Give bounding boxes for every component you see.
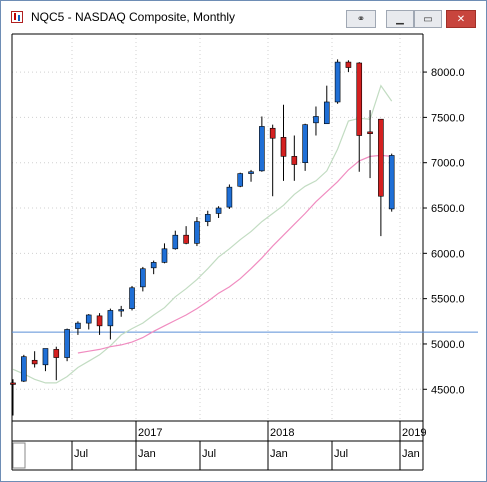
candle-body[interactable] <box>53 349 60 358</box>
y-tick-label: 5500.0 <box>431 294 465 306</box>
candle-body[interactable] <box>75 322 81 329</box>
candle-body[interactable] <box>31 359 38 365</box>
moving-average-short-line <box>12 84 393 384</box>
candle-body[interactable] <box>64 329 70 358</box>
minimize-button[interactable]: ▁ <box>386 10 414 28</box>
link-button[interactable]: ⚭ <box>346 10 376 28</box>
candle-body[interactable] <box>323 101 330 125</box>
moving-average-long-line <box>77 154 392 354</box>
candle-body[interactable] <box>161 248 168 263</box>
candle-body[interactable] <box>183 234 189 244</box>
candle-body[interactable] <box>226 186 233 208</box>
candle-body[interactable] <box>42 348 49 366</box>
y-tick-label: 8000.0 <box>431 67 465 79</box>
candle-body[interactable] <box>259 126 265 172</box>
x-month-label: Jan <box>138 448 156 460</box>
close-button[interactable]: ✕ <box>446 10 476 28</box>
candle-body[interactable] <box>150 262 157 269</box>
y-tick-label: 5000.0 <box>431 339 465 351</box>
chart-app-icon <box>11 11 23 23</box>
candle-body[interactable] <box>118 309 124 312</box>
candle-body[interactable] <box>388 155 395 210</box>
x-month-label: Jan <box>402 448 420 460</box>
candle-body[interactable] <box>334 61 341 103</box>
candle-body[interactable] <box>378 118 384 197</box>
x-month-label: Jan <box>270 448 288 460</box>
title-bar[interactable]: NQC5 - NASDAQ Composite, Monthly ⚭ ▁ ▭ ✕ <box>1 1 486 31</box>
time-scroll-handle[interactable] <box>12 442 26 469</box>
minimize-icon: ▁ <box>396 13 404 25</box>
candle-body[interactable] <box>313 116 319 124</box>
candle-body[interactable] <box>96 315 103 327</box>
y-tick-label: 4500.0 <box>431 384 465 396</box>
x-year-label: 2019 <box>402 427 426 439</box>
link-icon: ⚭ <box>356 13 366 25</box>
y-tick-label: 6500.0 <box>431 203 465 215</box>
y-tick-label: 7000.0 <box>431 158 465 170</box>
y-tick-label: 6000.0 <box>431 248 465 260</box>
maximize-icon: ▭ <box>423 13 433 25</box>
candle-body[interactable] <box>345 61 352 68</box>
candle-body[interactable] <box>215 207 222 214</box>
candle-body[interactable] <box>85 314 92 324</box>
candle-body[interactable] <box>302 124 308 163</box>
candle-body[interactable] <box>291 156 298 165</box>
candle-body[interactable] <box>269 127 276 139</box>
y-tick-label: 7500.0 <box>431 112 465 124</box>
candlestick-chart[interactable]: 4500.0 5000.0 5500.0 6000.0 6500.0 7000.0 7500… <box>10 32 480 474</box>
candle-body[interactable] <box>237 173 244 187</box>
x-year-label: 2018 <box>270 427 294 439</box>
candle-body[interactable] <box>280 137 287 157</box>
candle-body[interactable] <box>172 234 179 250</box>
candle-body[interactable] <box>204 214 211 222</box>
candle-body[interactable] <box>107 310 114 327</box>
close-icon: ✕ <box>456 13 466 25</box>
candle-body[interactable] <box>10 382 16 385</box>
candle-body[interactable] <box>140 268 146 288</box>
plot-background <box>12 34 423 470</box>
candle-body[interactable] <box>367 131 373 134</box>
x-month-label: Jul <box>202 448 216 460</box>
candle-body[interactable] <box>194 221 200 244</box>
x-month-label: Jul <box>74 448 88 460</box>
candle-body[interactable] <box>129 287 135 309</box>
x-year-label: 2017 <box>138 427 162 439</box>
chart-area[interactable]: 4500.0 5000.0 5500.0 6000.0 6500.0 7000.0 7500… <box>10 32 480 474</box>
maximize-button[interactable]: ▭ <box>414 10 442 28</box>
x-month-label: Jul <box>334 448 348 460</box>
candle-body[interactable] <box>356 62 363 136</box>
candle-body[interactable] <box>248 171 254 174</box>
candle-body[interactable] <box>21 356 27 382</box>
window-title: NQC5 - NASDAQ Composite, Monthly <box>31 10 236 24</box>
